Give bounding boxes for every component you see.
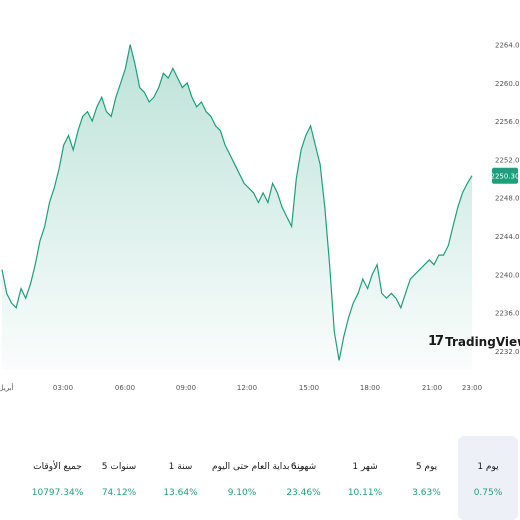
y-tick-label: 2256.00 [495,118,520,126]
period-label: 1 سنة [168,462,193,472]
tradingview-logo[interactable]: 𝟭𝟳 TradingView [428,334,520,349]
period-label: 6 شهر [290,462,317,472]
x-tick-label: 21:00 [422,384,442,392]
y-tick-label: 2248.00 [495,195,520,203]
y-tick-label: 2236.00 [495,310,520,318]
x-tick-label: 15:00 [299,384,319,392]
period-option[interactable]: 6 شهر 23.46% [274,436,334,520]
period-label: 1 يوم [477,462,499,472]
tradingview-logo-text: TradingView [445,334,520,349]
period-option[interactable]: 1 يوم 0.75% [458,436,518,520]
x-tick-label: 09:00 [176,384,196,392]
x-tick-label: 06:00 [115,384,135,392]
price-area [2,44,472,370]
y-tick-label: 2232.00 [495,348,520,356]
current-price-badge: 2250.30 [491,167,520,184]
price-chart[interactable]: 2264.00 2260.00 2256.00 2252.00 2248.00 2244.… [0,0,520,400]
y-tick-label: 2252.00 [495,156,520,164]
period-option[interactable]: 5 يوم 3.63% [397,436,457,520]
period-change-value: 10.11% [347,488,383,498]
period-option[interactable]: جميع الأوقات 10797.34% [28,436,88,520]
x-tick-label: 12:00 [237,384,257,392]
y-tick-label: 2244.00 [495,233,520,241]
x-tick-label: أبريل [0,383,14,392]
x-tick-label: 23:00 [462,384,482,392]
period-label: منذ بداية العام حتى اليوم [212,462,305,472]
period-change-value: 9.10% [227,488,257,498]
period-change-value: 0.75% [473,488,503,498]
period-label: جميع الأوقات [33,462,82,472]
price-line [1,44,473,361]
x-tick-label: 18:00 [360,384,380,392]
period-selector: 1 يوم 0.75% 5 يوم 3.63% 1 شهر 10.11% 6 شهر 23.4… [0,432,520,520]
period-label: 5 سنوات [101,462,137,472]
y-tick-label: 2260.00 [495,80,520,88]
x-tick-label: 03:00 [53,384,73,392]
period-option[interactable]: 1 سنة 13.64% [151,436,211,520]
period-change-value: 13.64% [163,488,198,498]
period-change-value: 74.12% [101,488,137,498]
period-label: 1 شهر [352,462,378,472]
period-option[interactable]: منذ بداية العام حتى اليوم 9.10% [212,436,305,520]
period-option[interactable]: 1 شهر 10.11% [335,436,395,520]
period-label: 5 يوم [415,462,438,472]
period-change-value: 3.63% [412,488,441,498]
svg-text:2250.30: 2250.30 [491,173,520,181]
period-option[interactable]: 5 سنوات 74.12% [89,436,149,520]
period-change-value: 23.46% [286,488,321,498]
y-tick-label: 2264.00 [495,42,520,50]
y-tick-label: 2240.00 [495,271,520,279]
tradingview-logo-icon: 𝟭𝟳 [428,334,444,349]
period-change-value: 10797.34% [31,488,84,498]
